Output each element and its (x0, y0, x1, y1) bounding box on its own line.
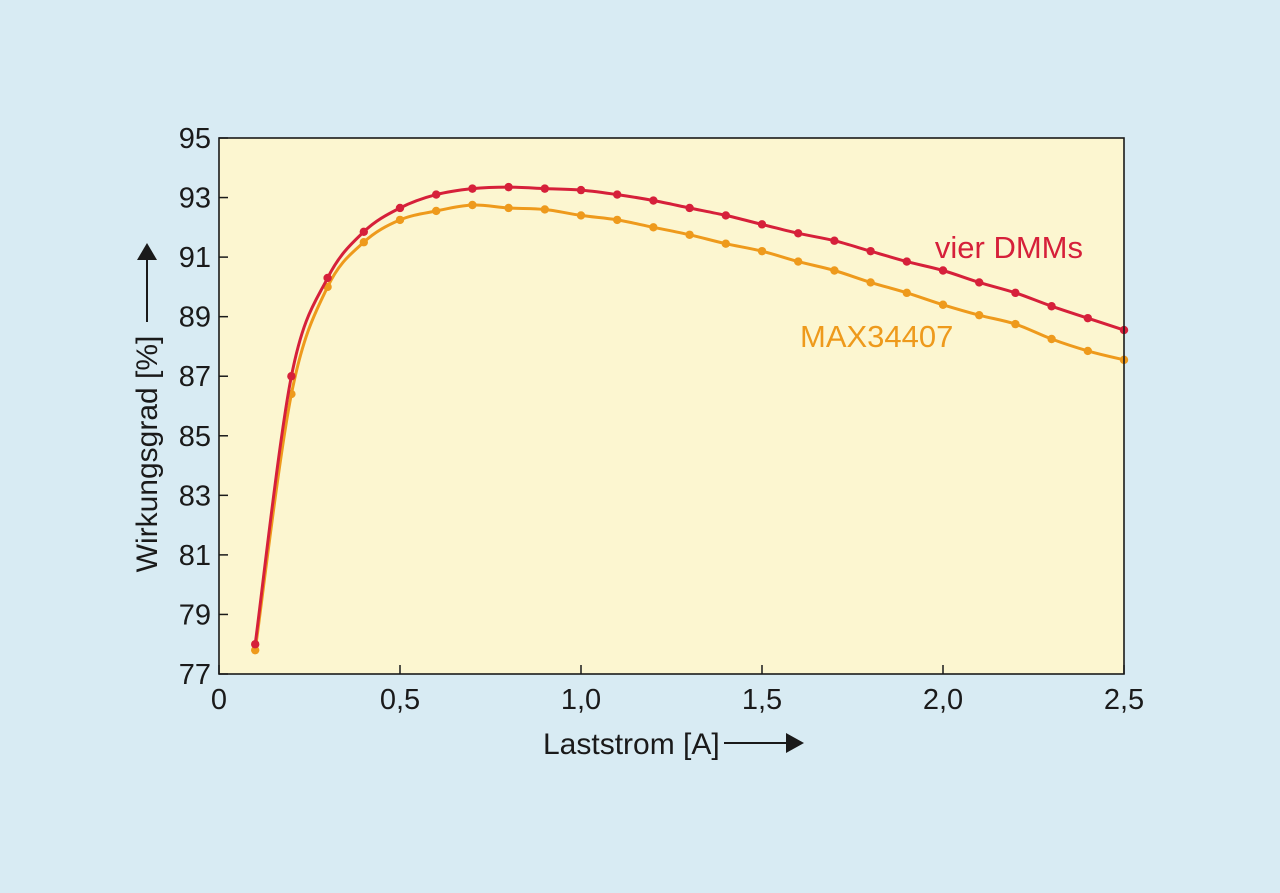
data-point (432, 190, 441, 199)
series-label-max34407: MAX34407 (800, 319, 953, 354)
data-point (794, 257, 803, 266)
series-label-vier-dmms: vier DMMs (935, 230, 1083, 265)
series-vier-dmms (251, 182, 1129, 649)
plot-area (219, 138, 1124, 674)
series-layer (251, 182, 1129, 655)
data-point (649, 196, 658, 205)
y-axis-title: Wirkungsgrad [%] (131, 336, 164, 573)
data-point (504, 203, 513, 213)
data-point (613, 190, 622, 199)
data-point (757, 220, 767, 229)
x-tick-label: 1,5 (742, 684, 782, 716)
data-point (830, 266, 839, 275)
y-tick-label: 77 (179, 659, 211, 691)
data-point (359, 238, 368, 247)
data-point (938, 266, 948, 275)
y-tick-label: 87 (179, 361, 211, 393)
data-point (685, 230, 694, 239)
data-point (576, 211, 586, 220)
data-point (251, 640, 260, 649)
data-point (1083, 313, 1093, 323)
x-axis-title: Laststrom [A] (543, 728, 720, 761)
data-point (902, 288, 911, 298)
data-point (613, 215, 622, 225)
x-tick-label: 2,0 (923, 684, 963, 716)
data-point (1083, 346, 1093, 356)
data-point (468, 200, 477, 210)
data-point (287, 372, 296, 381)
data-point (721, 211, 730, 220)
data-point (649, 223, 658, 232)
data-point (975, 278, 984, 287)
data-point (1011, 288, 1020, 298)
data-point (902, 257, 911, 266)
x-tick-label: 1,0 (561, 684, 601, 716)
y-tick-label: 89 (179, 302, 211, 334)
data-point (685, 203, 694, 213)
data-point (323, 273, 332, 283)
y-tick-label: 93 (179, 183, 211, 215)
y-tick-label: 79 (179, 599, 211, 631)
data-point (757, 246, 767, 256)
x-tick-label: 2,5 (1104, 684, 1144, 716)
data-point (468, 184, 477, 193)
y-tick-label: 95 (179, 123, 211, 155)
data-point (359, 227, 368, 236)
data-point (540, 184, 549, 193)
data-point (395, 203, 405, 213)
y-tick-label: 85 (179, 421, 211, 453)
data-point (576, 185, 586, 195)
plot-frame (218, 137, 1125, 675)
data-point (866, 278, 875, 287)
data-point (1047, 334, 1056, 344)
data-point (830, 236, 839, 245)
data-point (1011, 319, 1020, 329)
x-axis-ticks: 0 0,5 1,0 1,5 2,0 2,5 (211, 665, 1144, 716)
x-tick-label: 0 (211, 684, 227, 716)
data-point (540, 205, 549, 214)
data-point (504, 182, 513, 192)
data-point (1047, 302, 1056, 311)
y-tick-label: 83 (179, 480, 211, 512)
data-point (395, 215, 405, 225)
data-point (975, 310, 984, 320)
data-point (938, 300, 948, 309)
y-axis-arrow-icon (137, 243, 157, 322)
data-point (251, 645, 260, 655)
data-point (866, 246, 875, 256)
y-tick-label: 81 (179, 540, 211, 572)
data-point (432, 206, 441, 216)
y-axis-ticks: 77 79 81 83 85 87 89 91 93 95 (179, 123, 228, 691)
data-point (794, 229, 803, 238)
x-tick-label: 0,5 (380, 684, 420, 716)
series-max34407 (251, 200, 1129, 655)
data-point (721, 239, 730, 248)
x-axis-arrow-icon (724, 733, 804, 753)
y-tick-label: 91 (179, 242, 211, 274)
